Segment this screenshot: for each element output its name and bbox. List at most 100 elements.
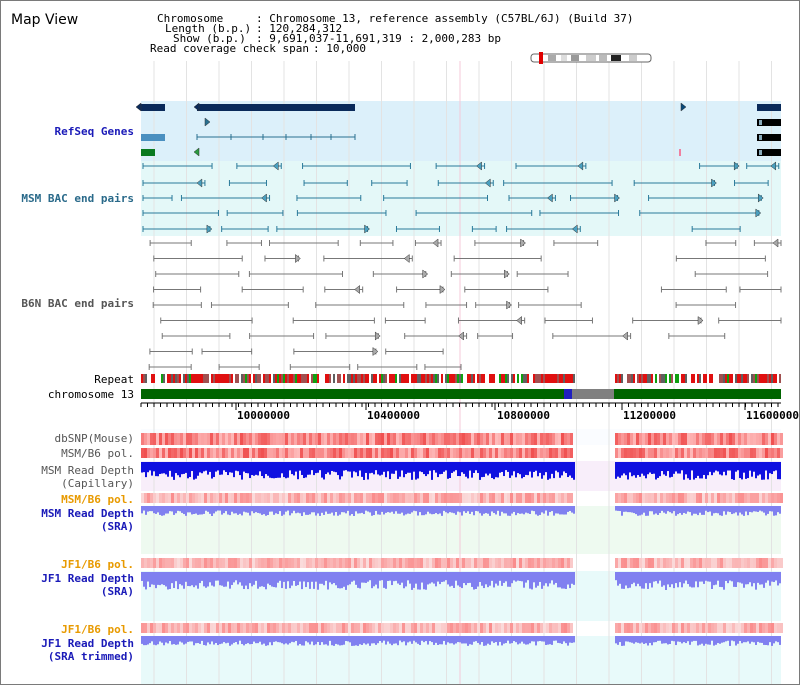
msm-depth-cap-bar [663,462,665,475]
jf1-b6-pol-heat-cell [693,558,696,568]
jf1-depth-trim-bar [555,636,557,641]
jf1-b6-pol-trim-heat-cell [330,623,333,633]
msm-depth-sra-bar [771,506,773,512]
dbsnp-heat-cell [405,433,408,445]
msm-b6-pol-heat-cell [285,448,288,458]
repeat-segment [481,374,483,383]
msm-b6-pol-heat-cell [537,448,540,458]
dbsnp-heat-cell [387,433,390,445]
msm-depth-sra-bar [213,506,215,514]
jf1-depth-sra-bar [421,572,423,583]
ideogram-band [611,55,621,61]
msm-b6-pol-heat-cell [678,448,681,458]
dbsnp-heat-cell [516,433,519,445]
jf1-depth-trim-bar [505,636,507,644]
msm-depth-cap-bar [535,462,537,471]
dbsnp-heat-cell [375,433,378,445]
msm-bac-arrow [770,161,777,171]
msm-depth-sra-bar [249,506,251,516]
msm-b6-pol-heat-cell [450,448,453,458]
msm-depth-sra-bar [453,506,455,514]
repeat-segment [329,374,331,383]
jf1-depth-sra-bar [389,572,391,581]
repeat-segment [421,374,423,383]
jf1-depth-sra-bar [203,572,205,587]
jf1-b6-pol-trim-heat-cell [228,623,231,633]
msm-depth-sra-bar [703,506,705,515]
jf1-depth-trim-bar [423,636,425,643]
repeat-segment [731,374,733,383]
jf1-b6-pol-trim-heat-cell [486,623,489,633]
msm-depth-sra-bar [307,506,309,515]
msm-depth-sra-bar [759,506,761,511]
msm-depth-cap-bar [759,462,761,475]
jf1-depth-sra-bar [717,572,719,581]
dbsnp-heat-cell [459,433,462,445]
msm-b6-pol-heat-cell [489,448,492,458]
msm-depth-cap-bar [275,462,277,478]
jf1-b6-pol-heat-cell [507,558,510,568]
msm-b6-pol-sra-heat-cell [423,493,426,503]
msm-b6-pol-heat-cell [462,448,465,458]
track-label-msm-bac[interactable]: MSM BAC end pairs [21,192,134,205]
repeat-segment [211,374,213,383]
msm-depth-sra-bar [317,506,319,514]
msm-b6-pol-heat-cell [426,448,429,458]
jf1-depth-sra-bar [325,572,327,581]
track-label-refseq[interactable]: RefSeq Genes [54,125,134,138]
msm-depth-cap-bar [691,462,693,471]
dbsnp-heat-cell [225,433,228,445]
jf1-b6-pol-trim-heat-cell [249,623,252,633]
jf1-depth-trim-bar [213,636,215,645]
repeat-segment [507,374,509,383]
msm-b6-pol-heat-cell [375,448,378,458]
jf1-b6-pol-trim-heat-cell [471,623,474,633]
msm-b6-pol-sra-heat-cell [156,493,159,503]
jf1-depth-trim-bar [159,636,161,642]
msm-depth-sra-bar [743,506,745,516]
jf1-b6-pol-heat-cell [348,558,351,568]
dbsnp-heat-cell [177,433,180,445]
msm-depth-cap-bar [679,462,681,474]
repeat-segment [565,374,567,383]
jf1-depth-trim-bar [141,636,143,644]
repeat-segment [297,374,299,383]
repeat-segment [451,374,453,383]
msm-depth-sra-bar [631,506,633,513]
jf1-depth-sra-bar [393,572,395,582]
msm-depth-cap-bar [731,462,733,480]
msm-depth-cap-bar [491,462,493,479]
msm-depth-cap-bar [291,462,293,475]
msm-depth-sra-bar [739,506,741,513]
jf1-b6-pol-trim-heat-cell [273,623,276,633]
jf1-b6-pol-heat-cell [492,558,495,568]
msm-depth-sra-bar [243,506,245,512]
jf1-depth-sra-bar [417,572,419,590]
jf1-depth-sra-bar [449,572,451,587]
msm-depth-sra-bar [201,506,203,515]
msm-depth-cap-bar [153,462,155,472]
jf1-b6-pol-heat-cell [777,558,780,568]
repeat-segment [171,374,173,383]
jf1-depth-sra-bar [291,572,293,586]
msm-depth-cap-bar [669,462,671,478]
msm-b6-pol-heat-cell [492,448,495,458]
dbsnp-heat-cell [273,433,276,445]
repeat-segment [681,374,683,383]
jf1-b6-pol-trim-heat-cell [615,623,618,633]
track-label-jf1-b6-pol-trimmed: JF1/B6 pol. [61,623,134,636]
dbsnp-heat-cell [624,433,627,445]
jf1-b6-pol-trim-heat-cell [762,623,765,633]
msm-b6-pol-sra-heat-cell [726,493,729,503]
msm-depth-cap-bar [777,462,779,480]
dbsnp-heat-cell [561,433,564,445]
msm-depth-sra-bar [639,506,641,516]
jf1-depth-sra-bar [675,572,677,584]
msm-depth-cap-bar [425,462,427,477]
track-label-b6n-bac[interactable]: B6N BAC end pairs [21,297,134,310]
msm-depth-sra-bar [155,506,157,514]
dbsnp-heat-cell [474,433,477,445]
msm-depth-sra-bar [409,506,411,514]
msm-depth-sra-bar [193,506,195,514]
